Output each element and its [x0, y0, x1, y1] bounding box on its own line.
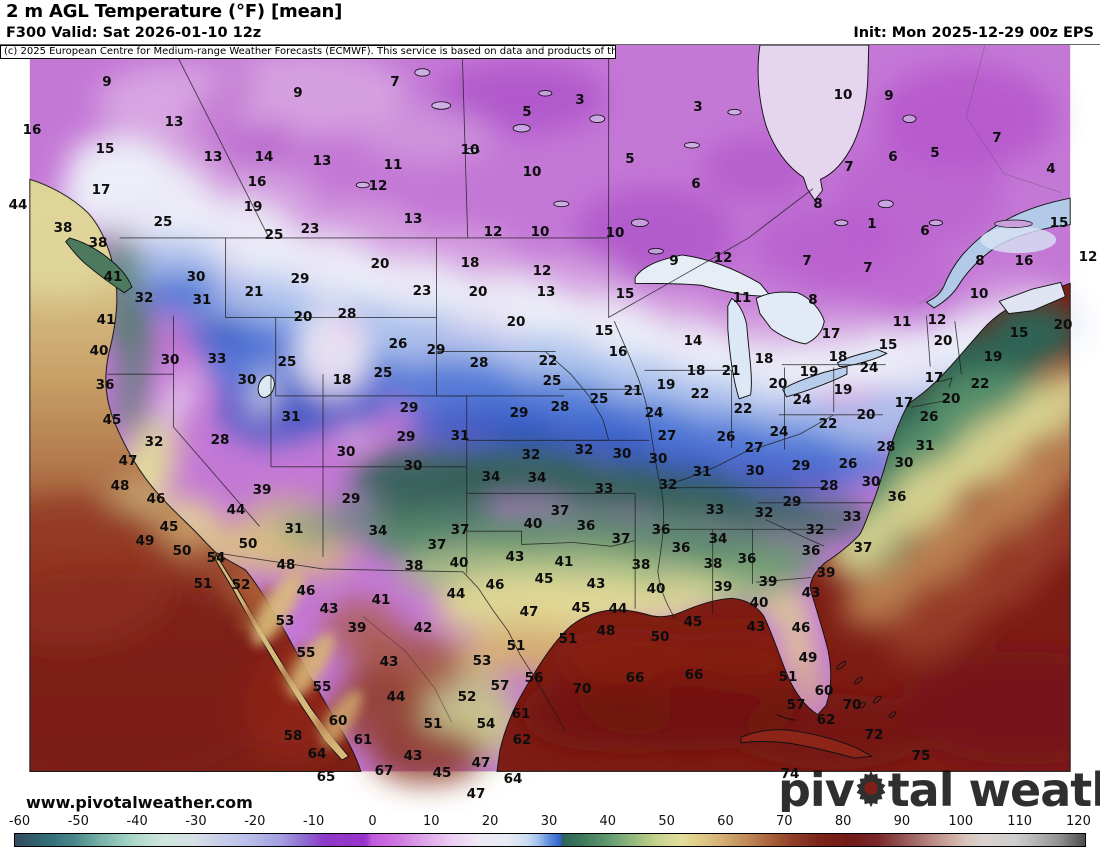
colorbar-tick-label: 70	[776, 814, 793, 829]
colorbar-tick-label: -60	[8, 814, 31, 829]
site-url-label: www.pivotalweather.com	[26, 793, 253, 812]
copyright-bar: (c) 2025 European Centre for Medium-rang…	[0, 45, 616, 59]
colorbar-tick-label: 20	[481, 814, 499, 829]
colorbar-tick-label: -10	[303, 814, 325, 829]
colorbar-tick-label: 100	[948, 814, 974, 829]
page-title: 2 m AGL Temperature (°F) [mean]	[6, 1, 343, 22]
colorbar-tick-label: 0	[368, 814, 377, 829]
map-graphic	[29, 45, 1094, 784]
colorbar-tick-label: 60	[717, 814, 734, 829]
watermark: piv tal weather	[778, 760, 1100, 819]
colorbar-tick-label: 90	[893, 814, 911, 829]
header: 2 m AGL Temperature (°F) [mean] F300 Val…	[0, 0, 1100, 44]
colorbar-tick-label: -50	[67, 814, 89, 829]
colorbar-tick-label: 50	[658, 814, 675, 829]
gear-icon	[854, 760, 888, 819]
temperature-map	[0, 44, 1100, 813]
colorbar-tick-label: -20	[244, 814, 266, 829]
valid-time-label: F300 Valid: Sat 2026-01-10 12z	[6, 25, 262, 41]
colorbar-tick-label: -30	[185, 814, 207, 829]
colorbar-tick-label: 110	[1007, 814, 1033, 829]
colorbar-tick-label: 120	[1066, 814, 1091, 829]
colorbar-tick-label: 80	[834, 814, 852, 829]
colorbar-tick-label: -40	[126, 814, 148, 829]
watermark-text-1: piv	[778, 762, 855, 817]
watermark-text-2: tal weather	[887, 762, 1100, 817]
colorbar-tick-label: 40	[599, 814, 617, 829]
colorbar-gradient	[14, 833, 1086, 847]
colorbar-tick-label: 10	[423, 814, 440, 829]
init-time-label: Init: Mon 2025-12-29 00z EPS	[853, 25, 1094, 41]
colorbar: -60 -50 -40 -30 -20 -10 0 10 20 30 40 50 60 70 80 90 100…	[0, 812, 1100, 850]
colorbar-tick-label: 30	[540, 814, 558, 829]
